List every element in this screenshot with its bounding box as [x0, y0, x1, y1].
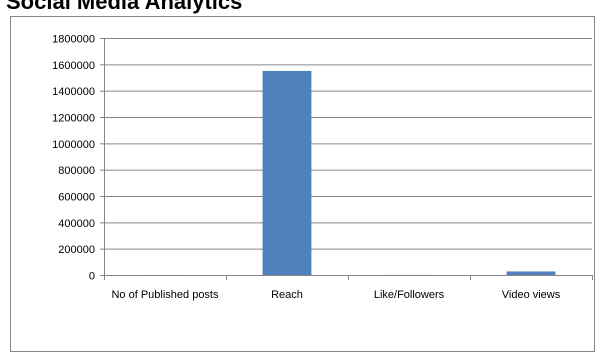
axes	[100, 38, 593, 280]
y-tick-label: 1600000	[52, 60, 95, 72]
y-tick-label: 200000	[58, 244, 95, 256]
bar	[262, 70, 312, 276]
y-tick-label: 1400000	[52, 86, 95, 98]
x-tick-label: No of Published posts	[111, 289, 219, 301]
y-tick-labels: 0 200000 400000 600000 800000 1000000 1200000 1…	[52, 34, 95, 283]
bars	[140, 70, 556, 276]
bar	[506, 271, 556, 275]
x-tick-label: Like/Followers	[374, 289, 445, 301]
y-tick-label: 800000	[58, 165, 95, 177]
x-tick-labels: No of Published posts Reach Like/Followers…	[111, 289, 560, 301]
gridlines	[104, 38, 592, 250]
y-tick-label: 400000	[58, 218, 95, 230]
x-tick-label: Reach	[271, 289, 303, 301]
y-tick-label: 1800000	[52, 34, 95, 46]
y-tick-label: 0	[89, 271, 95, 283]
y-tick-label: 1000000	[52, 139, 95, 151]
y-tick-label: 1200000	[52, 113, 95, 125]
x-tick-label: Video views	[502, 289, 561, 301]
page-title: Social Media Analytics	[6, 0, 243, 14]
y-tick-label: 600000	[58, 192, 95, 204]
